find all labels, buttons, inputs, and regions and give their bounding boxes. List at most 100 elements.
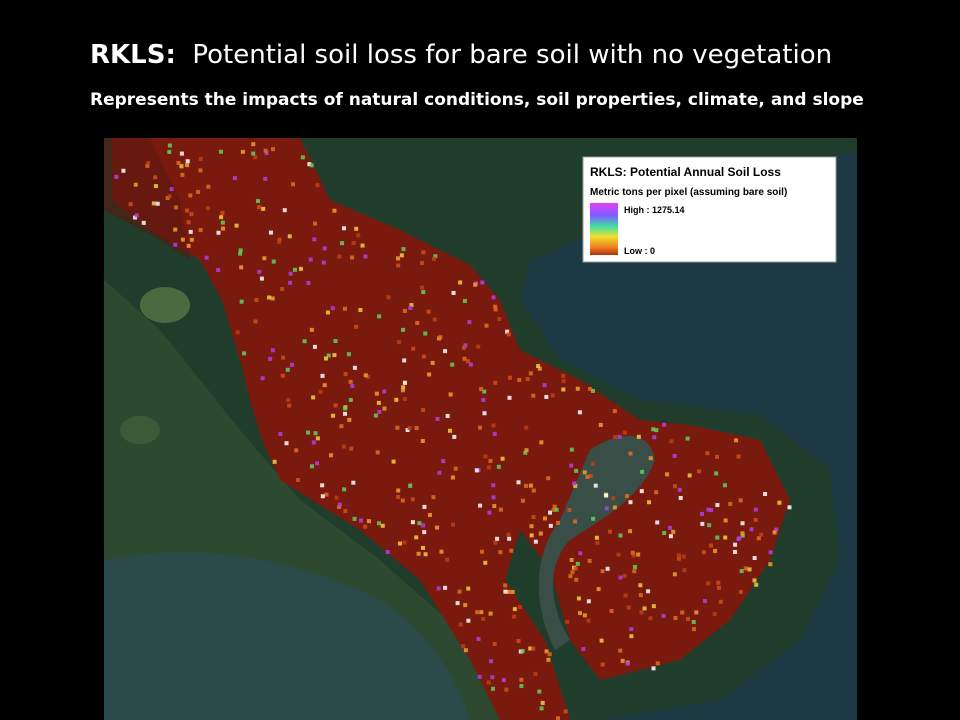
speckle bbox=[342, 306, 347, 311]
speckle bbox=[493, 540, 498, 545]
speckle bbox=[402, 380, 407, 385]
speckle bbox=[280, 287, 285, 292]
speckle bbox=[315, 461, 320, 466]
speckle bbox=[421, 354, 426, 359]
speckle bbox=[486, 465, 491, 470]
speckle bbox=[536, 364, 541, 369]
speckle bbox=[604, 506, 609, 511]
speckle bbox=[173, 242, 178, 247]
speckle bbox=[458, 622, 463, 627]
speckle bbox=[552, 504, 557, 509]
speckle bbox=[443, 349, 448, 354]
speckle bbox=[703, 598, 708, 603]
speckle bbox=[573, 566, 578, 571]
bay bbox=[104, 552, 470, 720]
speckle bbox=[736, 537, 741, 542]
speckle bbox=[294, 448, 299, 453]
speckle bbox=[264, 151, 269, 156]
speckle bbox=[668, 525, 673, 530]
speckle bbox=[411, 346, 416, 351]
speckle bbox=[768, 562, 773, 567]
speckle bbox=[198, 228, 203, 233]
speckle bbox=[437, 470, 442, 475]
speckle bbox=[593, 483, 598, 488]
speckle bbox=[151, 201, 156, 206]
speckle bbox=[612, 409, 617, 414]
speckle bbox=[257, 205, 262, 210]
speckle bbox=[382, 406, 387, 411]
speckle bbox=[575, 386, 580, 391]
speckle bbox=[343, 406, 348, 411]
speckle bbox=[426, 309, 431, 314]
speckle bbox=[453, 466, 458, 471]
title-key: RKLS: bbox=[90, 40, 176, 70]
speckle bbox=[445, 413, 450, 418]
speckle bbox=[290, 182, 295, 187]
speckle bbox=[498, 550, 503, 555]
speckle bbox=[491, 495, 496, 500]
speckle bbox=[652, 435, 657, 440]
speckle bbox=[561, 387, 566, 392]
speckle bbox=[716, 585, 721, 590]
speckle bbox=[496, 464, 501, 469]
speckle bbox=[524, 483, 529, 488]
speckle bbox=[410, 497, 415, 502]
legend-subtitle: Metric tons per pixel (assuming bare soi… bbox=[590, 187, 787, 198]
speckle bbox=[749, 527, 754, 532]
speckle bbox=[577, 410, 582, 415]
speckle bbox=[490, 675, 495, 680]
speckle bbox=[240, 149, 245, 154]
speckle bbox=[586, 618, 591, 623]
speckle bbox=[146, 160, 151, 165]
speckle bbox=[713, 548, 718, 553]
speckle bbox=[561, 379, 566, 384]
speckle bbox=[399, 253, 404, 258]
speckle bbox=[427, 512, 432, 517]
speckle bbox=[396, 263, 401, 268]
speckle bbox=[712, 612, 717, 617]
speckle bbox=[531, 515, 536, 520]
map: RKLS: Potential Annual Soil Loss Metric … bbox=[104, 138, 857, 720]
speckle bbox=[651, 427, 656, 432]
speckle bbox=[375, 450, 380, 455]
speckle bbox=[153, 184, 158, 189]
speckle bbox=[480, 549, 485, 554]
speckle bbox=[417, 521, 422, 526]
speckle bbox=[733, 542, 738, 547]
speckle bbox=[463, 603, 468, 608]
speckle bbox=[196, 189, 201, 194]
speckle bbox=[600, 662, 605, 667]
speckle bbox=[451, 290, 456, 295]
speckle bbox=[341, 444, 346, 449]
speckle bbox=[574, 468, 579, 473]
speckle bbox=[402, 358, 407, 363]
speckle bbox=[701, 550, 706, 555]
speckle bbox=[492, 504, 497, 509]
speckle bbox=[588, 386, 593, 391]
speckle bbox=[488, 611, 493, 616]
speckle bbox=[450, 362, 455, 367]
speckle bbox=[450, 522, 455, 527]
speckle bbox=[342, 487, 347, 492]
speckle bbox=[271, 259, 276, 264]
speckle bbox=[537, 689, 542, 694]
speckle bbox=[548, 523, 553, 528]
speckle bbox=[734, 438, 739, 443]
speckle bbox=[636, 552, 641, 557]
speckle bbox=[263, 148, 268, 153]
speckle bbox=[561, 373, 566, 378]
slide-title: RKLS: Potential soil loss for bare soil … bbox=[90, 40, 832, 70]
speckle bbox=[540, 700, 545, 705]
speckle bbox=[220, 226, 225, 231]
speckle bbox=[354, 226, 359, 231]
speckle bbox=[394, 397, 399, 402]
speckle bbox=[626, 605, 631, 610]
speckle bbox=[728, 501, 733, 506]
speckle bbox=[640, 469, 645, 474]
speckle bbox=[538, 531, 543, 536]
speckle bbox=[484, 323, 489, 328]
speckle bbox=[777, 500, 782, 505]
speckle bbox=[423, 552, 428, 557]
speckle bbox=[475, 610, 480, 615]
speckle bbox=[332, 208, 337, 213]
